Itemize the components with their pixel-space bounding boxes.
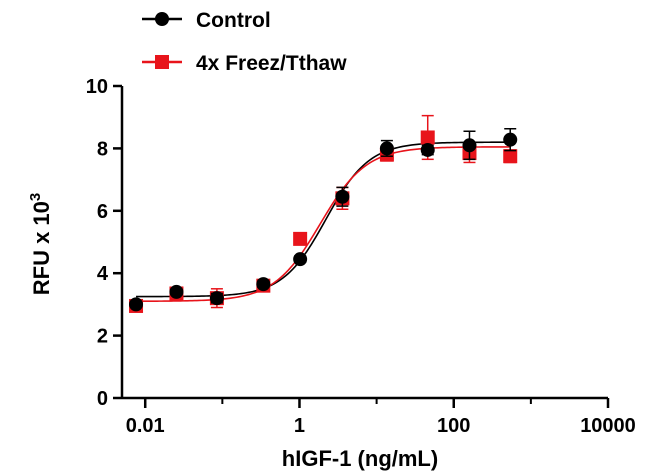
y-axis-title-superscript: 3 bbox=[27, 193, 44, 201]
point-square-1-4 bbox=[293, 231, 308, 246]
point-circle-0-6 bbox=[379, 141, 394, 156]
y-axis-title: RFU x 103 bbox=[27, 193, 54, 296]
legend-label-freeze-thaw: 4x Freez/Tthaw bbox=[196, 52, 347, 75]
point-circle-0-3 bbox=[256, 277, 271, 292]
y-tick-label: 8 bbox=[97, 138, 108, 160]
point-circle-0-0 bbox=[129, 297, 144, 312]
y-tick-label: 10 bbox=[86, 76, 108, 98]
point-square-1-9 bbox=[503, 149, 518, 164]
legend-label-control: Control bbox=[196, 9, 271, 32]
fit-curves bbox=[136, 141, 511, 303]
point-square-1-7 bbox=[420, 130, 435, 145]
axes: 0 2 4 6 8 10 0.01 1 100 10000 bbox=[86, 76, 636, 437]
legend-marker-freeze-thaw bbox=[155, 55, 169, 69]
data-points bbox=[129, 114, 518, 313]
legend: Control 4x Freez/Tthaw bbox=[142, 9, 347, 75]
point-circle-0-2 bbox=[209, 291, 224, 306]
legend-marker-control bbox=[155, 12, 169, 26]
y-tick-label: 6 bbox=[97, 201, 108, 223]
fit-curve-0 bbox=[136, 141, 511, 298]
x-tick-label: 10000 bbox=[580, 415, 636, 437]
x-tick-label: 100 bbox=[437, 415, 470, 437]
x-axis-title: hIGF-1 (ng/mL) bbox=[282, 446, 438, 471]
point-circle-0-5 bbox=[335, 189, 350, 204]
y-tick-label: 4 bbox=[97, 263, 109, 285]
x-tick-label: 0.01 bbox=[126, 415, 165, 437]
y-tick-label: 0 bbox=[97, 388, 108, 410]
fit-curve-1 bbox=[136, 146, 511, 303]
point-circle-0-8 bbox=[462, 138, 477, 153]
y-axis-title-main: RFU x 10 bbox=[29, 201, 54, 295]
point-circle-0-9 bbox=[503, 132, 518, 147]
point-circle-0-1 bbox=[169, 284, 184, 299]
point-circle-0-4 bbox=[293, 252, 308, 267]
y-tick-label: 2 bbox=[97, 326, 108, 348]
x-tick-label: 1 bbox=[294, 415, 305, 437]
point-circle-0-7 bbox=[420, 142, 435, 157]
